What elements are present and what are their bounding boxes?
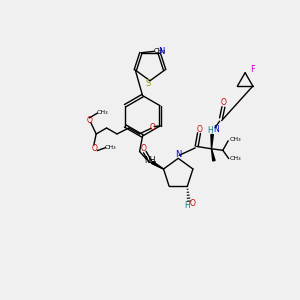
Text: CH₃: CH₃ — [96, 110, 108, 115]
Polygon shape — [211, 134, 213, 149]
Text: CH₃: CH₃ — [230, 156, 242, 161]
Text: H: H — [207, 126, 213, 135]
Text: O: O — [189, 199, 195, 208]
Text: O: O — [221, 98, 227, 107]
Text: N: N — [158, 47, 165, 56]
Text: N: N — [175, 150, 181, 159]
Text: O: O — [150, 123, 156, 132]
Text: O: O — [196, 125, 202, 134]
Text: F: F — [250, 65, 255, 74]
Polygon shape — [152, 161, 164, 169]
Polygon shape — [212, 149, 215, 161]
Text: H: H — [184, 201, 190, 210]
Text: N: N — [213, 125, 219, 134]
Text: CH₃: CH₃ — [230, 136, 241, 142]
Text: O: O — [141, 144, 147, 153]
Text: O: O — [92, 144, 98, 153]
Text: NH: NH — [144, 157, 156, 166]
Text: CH₃: CH₃ — [105, 145, 116, 150]
Text: S: S — [146, 79, 151, 88]
Text: CH₃: CH₃ — [154, 48, 166, 54]
Text: O: O — [86, 116, 92, 125]
